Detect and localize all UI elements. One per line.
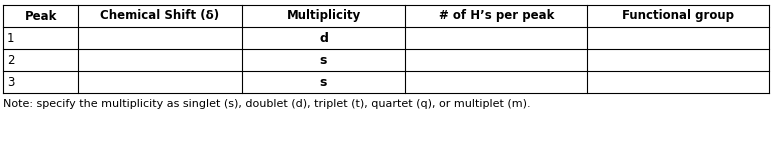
Text: d: d — [319, 32, 328, 44]
Text: s: s — [320, 76, 327, 88]
Text: # of H’s per peak: # of H’s per peak — [438, 9, 554, 23]
Text: Multiplicity: Multiplicity — [286, 9, 361, 23]
Text: Peak: Peak — [25, 9, 57, 23]
Text: 1: 1 — [7, 32, 15, 44]
Text: Functional group: Functional group — [622, 9, 734, 23]
Text: Chemical Shift (δ): Chemical Shift (δ) — [101, 9, 220, 23]
Text: 2: 2 — [7, 53, 15, 67]
Text: Note: specify the multiplicity as singlet (s), doublet (d), triplet (t), quartet: Note: specify the multiplicity as single… — [3, 99, 531, 109]
Text: 3: 3 — [7, 76, 15, 88]
Text: s: s — [320, 53, 327, 67]
